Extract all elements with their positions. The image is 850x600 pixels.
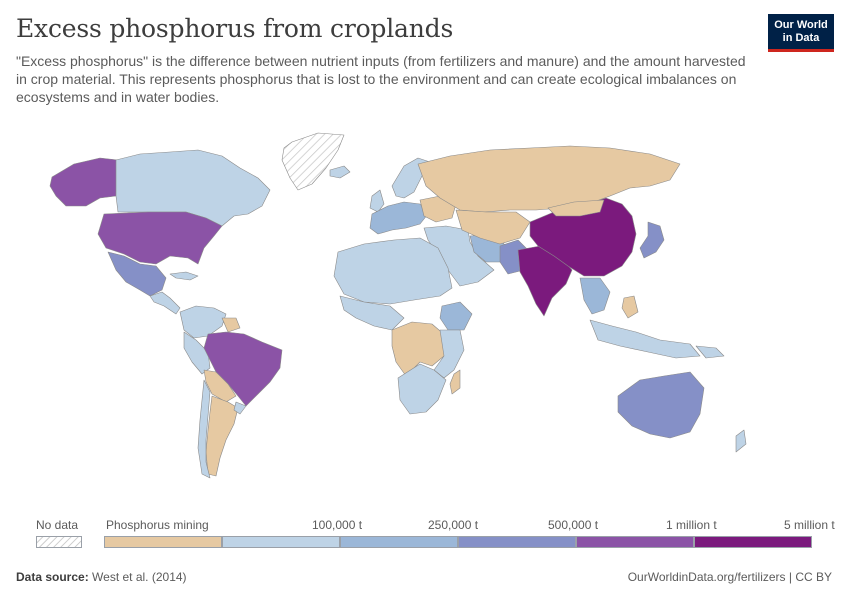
region-greenland[interactable] <box>281 132 345 191</box>
logo-line-1: Our World <box>774 19 828 31</box>
legend-bin-5 <box>694 536 812 548</box>
owid-logo[interactable]: Our World in Data <box>768 14 834 52</box>
region-central-africa[interactable] <box>391 321 447 377</box>
region-guianas[interactable] <box>221 317 241 333</box>
region-mexico[interactable] <box>107 251 167 297</box>
region-argentina[interactable] <box>205 395 239 477</box>
legend-label-4: 1 million t <box>666 518 717 532</box>
region-peru[interactable] <box>183 331 211 375</box>
legend-label-2: 250,000 t <box>428 518 479 532</box>
legend-label-5: 5 million t <box>784 518 835 532</box>
region-bolivia-paraguay[interactable] <box>203 369 237 403</box>
region-philippines[interactable] <box>621 295 639 319</box>
region-western-europe[interactable] <box>369 201 429 235</box>
region-indonesia[interactable] <box>589 319 701 359</box>
region-uk[interactable] <box>369 189 385 213</box>
legend-label-3: 500,000 t <box>548 518 599 532</box>
legend-bin-0 <box>104 536 222 548</box>
region-central-asia[interactable] <box>455 209 531 245</box>
chart-subtitle: "Excess phosphorus" is the difference be… <box>16 53 746 105</box>
region-brazil[interactable] <box>203 331 283 407</box>
legend-bin-3 <box>458 536 576 548</box>
region-png[interactable] <box>695 345 725 359</box>
region-mongolia[interactable] <box>547 199 605 217</box>
region-north-africa[interactable] <box>333 237 453 305</box>
region-east-africa[interactable] <box>433 329 465 379</box>
legend-no-data-swatch <box>36 536 82 548</box>
footer-url[interactable]: OurWorldinData.org/fertilizers | CC BY <box>627 570 832 584</box>
region-usa[interactable] <box>97 211 223 265</box>
region-southeast-asia[interactable] <box>579 277 611 315</box>
region-caribbean[interactable] <box>169 271 199 281</box>
region-northern-south-america[interactable] <box>179 305 227 339</box>
region-chile[interactable] <box>197 379 211 479</box>
legend-label-1: 100,000 t <box>312 518 363 532</box>
region-central-america[interactable] <box>149 291 181 315</box>
region-southern-africa[interactable] <box>397 363 447 415</box>
region-ethiopia[interactable] <box>439 301 473 331</box>
legend-no-data-label: No data <box>36 518 79 532</box>
region-russia[interactable] <box>417 145 681 213</box>
data-source-link[interactable]: West et al. (2014) <box>92 570 187 584</box>
legend-label-0: Phosphorus mining <box>106 518 209 532</box>
region-iceland[interactable] <box>329 165 351 179</box>
legend-bin-4 <box>576 536 694 548</box>
legend-bin-1 <box>222 536 340 548</box>
legend: No data Phosphorus mining 100,000 t 250,… <box>0 512 850 552</box>
chart-title: Excess phosphorus from croplands <box>16 14 454 43</box>
region-uruguay[interactable] <box>233 401 247 415</box>
logo-line-2: in Data <box>782 32 820 44</box>
region-japan[interactable] <box>639 221 665 259</box>
region-madagascar[interactable] <box>449 369 461 395</box>
region-australia[interactable] <box>617 371 705 439</box>
region-new-zealand[interactable] <box>735 429 747 453</box>
region-alaska[interactable] <box>49 157 119 207</box>
legend-bin-2 <box>340 536 458 548</box>
data-source: Data source: West et al. (2014) <box>16 570 187 584</box>
world-map <box>49 132 747 479</box>
data-source-label: Data source: <box>16 570 89 584</box>
